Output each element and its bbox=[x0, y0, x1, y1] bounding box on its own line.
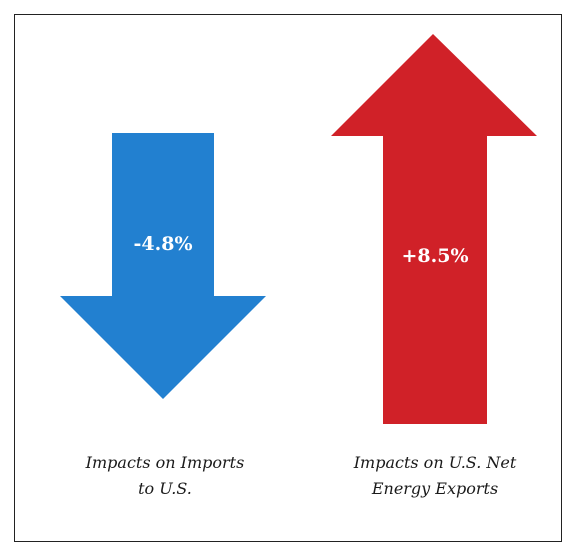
net-exports-caption: Impacts on U.S. Net Energy Exports bbox=[310, 450, 560, 502]
imports-caption: Impacts on Imports to U.S. bbox=[45, 450, 285, 502]
imports-caption-line-2: to U.S. bbox=[138, 479, 192, 498]
net-exports-up-arrow bbox=[331, 34, 537, 424]
imports-caption-line-1: Impacts on Imports bbox=[85, 453, 245, 472]
net-exports-caption-line-1: Impacts on U.S. Net bbox=[353, 453, 517, 472]
imports-value-label: -4.8% bbox=[134, 233, 193, 255]
net-exports-caption-line-2: Energy Exports bbox=[371, 479, 499, 498]
imports-down-arrow bbox=[60, 133, 266, 399]
net-exports-value-label: +8.5% bbox=[401, 245, 468, 267]
